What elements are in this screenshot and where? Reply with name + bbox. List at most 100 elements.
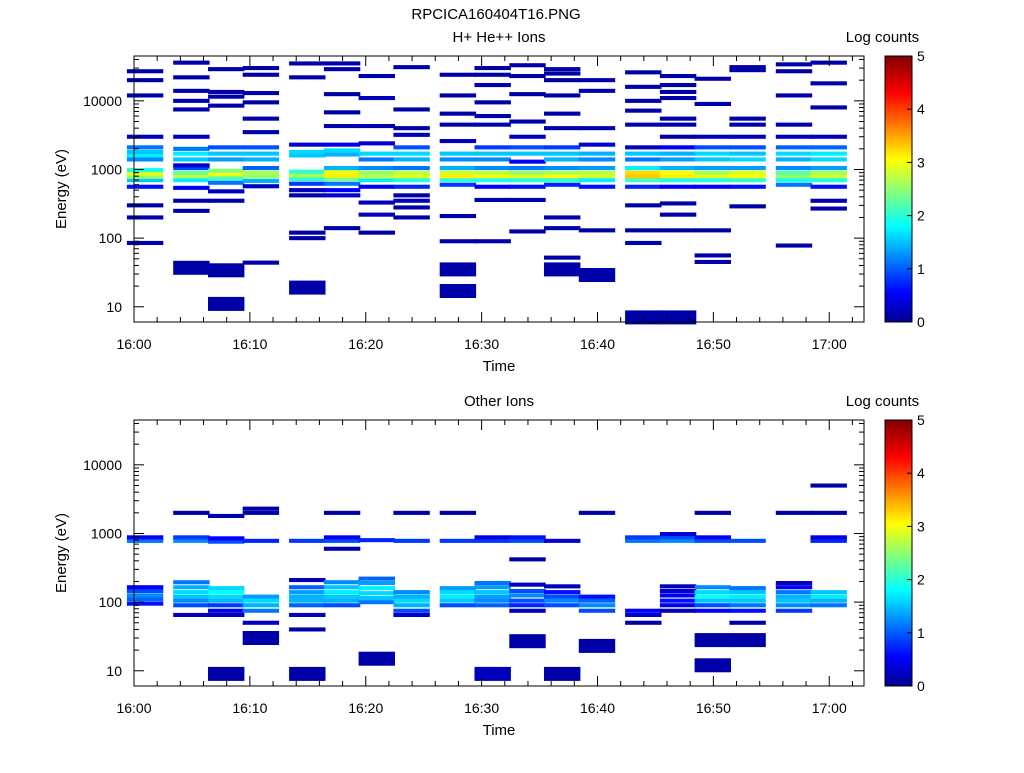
heatmap-cell — [659, 134, 697, 139]
heatmap-cell — [694, 228, 731, 233]
heatmap-cell — [242, 608, 280, 613]
heatmap-cell — [126, 593, 164, 598]
heatmap-cell — [289, 181, 326, 186]
heatmap-cell — [289, 590, 326, 595]
heatmap-cell — [775, 594, 813, 599]
heatmap-cell — [775, 157, 813, 162]
heatmap-cell — [775, 243, 813, 248]
heatmap-cell — [578, 88, 616, 93]
heatmap-cell — [544, 151, 581, 156]
heatmap-cell — [544, 157, 581, 162]
heatmap-cell — [729, 538, 766, 543]
heatmap-cell — [358, 178, 395, 183]
heatmap-cell — [474, 666, 511, 681]
heatmap-cell — [544, 170, 581, 175]
heatmap-cell — [242, 91, 280, 96]
heatmap-cell — [659, 174, 697, 179]
y-axis-label: Energy (eV) — [53, 149, 70, 229]
heatmap-cell — [509, 184, 546, 189]
heatmap-cell — [474, 170, 511, 175]
heatmap-cell — [289, 603, 326, 608]
heatmap-cell — [659, 184, 697, 189]
heatmap-cell — [323, 61, 361, 66]
heatmap-cell — [810, 166, 847, 171]
heatmap-cell — [578, 142, 616, 147]
heatmap-cell — [208, 590, 245, 595]
heatmap-cell — [323, 598, 361, 603]
heatmap-cell — [289, 598, 326, 603]
heatmap-cell — [173, 612, 210, 617]
heatmap-cell — [126, 215, 164, 220]
heatmap-cell — [578, 510, 616, 515]
heatmap-cell — [289, 75, 326, 80]
heatmap-cell — [810, 81, 847, 86]
heatmap-cell — [659, 170, 697, 175]
heatmap-cell — [625, 203, 662, 208]
heatmap-cell — [578, 594, 616, 599]
heatmap-cell — [289, 236, 326, 241]
heatmap-cell — [775, 581, 813, 586]
heatmap-cell — [810, 184, 847, 189]
heatmap-cell — [694, 585, 731, 590]
heatmap-cell — [358, 591, 395, 596]
heatmap-cell — [393, 132, 430, 137]
heatmap-cell — [393, 174, 430, 179]
heatmap-cell — [393, 205, 430, 210]
heatmap-cell — [289, 142, 326, 147]
heatmap-cell — [694, 157, 731, 162]
x-tick-label: 16:00 — [116, 700, 151, 716]
heatmap-cell — [474, 538, 511, 543]
heatmap-cell — [439, 262, 477, 277]
heatmap-cell — [289, 578, 326, 583]
heatmap-cell — [208, 612, 245, 617]
heatmap-cell — [289, 280, 326, 295]
heatmap-cell — [323, 594, 361, 599]
heatmap-cell — [358, 184, 395, 189]
heatmap-cell — [775, 510, 813, 515]
heatmap-cell — [474, 585, 511, 590]
x-tick-label: 17:00 — [812, 336, 847, 352]
heatmap-cell — [544, 78, 581, 83]
heatmap-cell — [775, 590, 813, 595]
heatmap-cell — [126, 69, 164, 74]
heatmap-cell — [323, 603, 361, 608]
heatmap-cell — [208, 176, 245, 181]
heatmap-cell — [173, 134, 210, 139]
heatmap-cell — [393, 198, 430, 203]
heatmap-cell — [126, 589, 164, 594]
heatmap-cell — [544, 226, 581, 231]
colorbar-gradient — [884, 419, 913, 687]
heatmap-cell — [729, 122, 766, 127]
heatmap-cell — [358, 157, 395, 162]
heatmap-cell — [242, 598, 280, 603]
heatmap-cell — [393, 510, 430, 515]
heatmap-cell — [439, 166, 477, 171]
heatmap-cell — [659, 603, 697, 608]
heatmap-cell — [126, 601, 164, 606]
heatmap-cell — [289, 612, 326, 617]
heatmap-cell — [578, 166, 616, 171]
heatmap-cell — [208, 67, 245, 72]
heatmap-cell — [358, 586, 395, 591]
colorbar-tick-label: 2 — [917, 572, 925, 588]
heatmap-cell — [323, 142, 361, 147]
x-tick-label: 16:10 — [232, 700, 267, 716]
colorbar-label: Log counts — [846, 29, 919, 46]
x-tick-label: 16:20 — [348, 336, 383, 352]
heatmap-cell — [694, 594, 731, 599]
heatmap-cell — [439, 594, 477, 599]
heatmap-cell — [659, 116, 697, 121]
heatmap-cell — [625, 151, 662, 156]
heatmap-cell — [358, 230, 395, 235]
heatmap-cell — [173, 585, 210, 590]
heatmap-cell — [694, 510, 731, 515]
heatmap-cell — [208, 103, 245, 108]
heatmap-cell — [694, 590, 731, 595]
heatmap-cell — [173, 594, 210, 599]
heatmap-cell — [474, 83, 511, 88]
heatmap-cell — [775, 145, 813, 150]
heatmap-cell — [659, 166, 697, 171]
heatmap-cell — [544, 182, 581, 187]
heatmap-cell — [578, 598, 616, 603]
heatmap-cell — [509, 598, 546, 603]
